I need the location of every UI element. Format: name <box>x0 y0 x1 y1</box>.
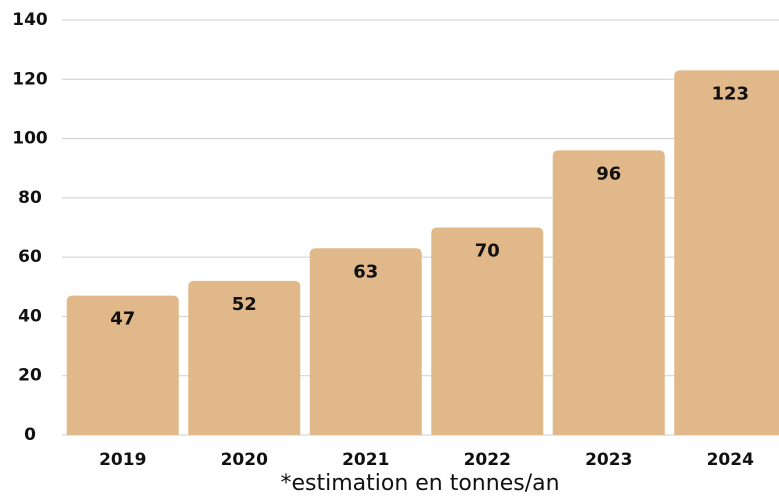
data-label: 123 <box>711 83 749 104</box>
x-tick-label: 2022 <box>464 450 511 470</box>
y-tick-label: 100 <box>12 129 48 149</box>
y-tick-label: 40 <box>18 306 42 326</box>
bar <box>431 227 544 435</box>
x-tick-label: 2023 <box>585 450 632 470</box>
data-label: 70 <box>475 241 500 262</box>
data-label: 63 <box>353 261 378 282</box>
x-tick-label: 2020 <box>221 450 268 470</box>
y-tick-label: 80 <box>18 188 42 208</box>
bar <box>309 248 422 435</box>
data-label: 96 <box>596 163 621 184</box>
bar <box>674 70 779 435</box>
footnote: *estimation en tonnes/an <box>280 471 559 496</box>
data-label: 52 <box>232 294 257 315</box>
y-tick-label: 60 <box>18 247 42 267</box>
bar <box>188 280 301 435</box>
x-tick-label: 2024 <box>707 450 754 470</box>
y-tick-label: 0 <box>24 425 36 445</box>
x-tick-label: 2019 <box>99 450 146 470</box>
y-tick-label: 140 <box>12 10 48 30</box>
y-tick-label: 20 <box>18 366 42 386</box>
bar <box>66 295 179 435</box>
data-label: 47 <box>110 309 135 330</box>
bar <box>552 150 665 435</box>
x-tick-label: 2021 <box>342 450 389 470</box>
y-tick-label: 120 <box>12 69 48 89</box>
